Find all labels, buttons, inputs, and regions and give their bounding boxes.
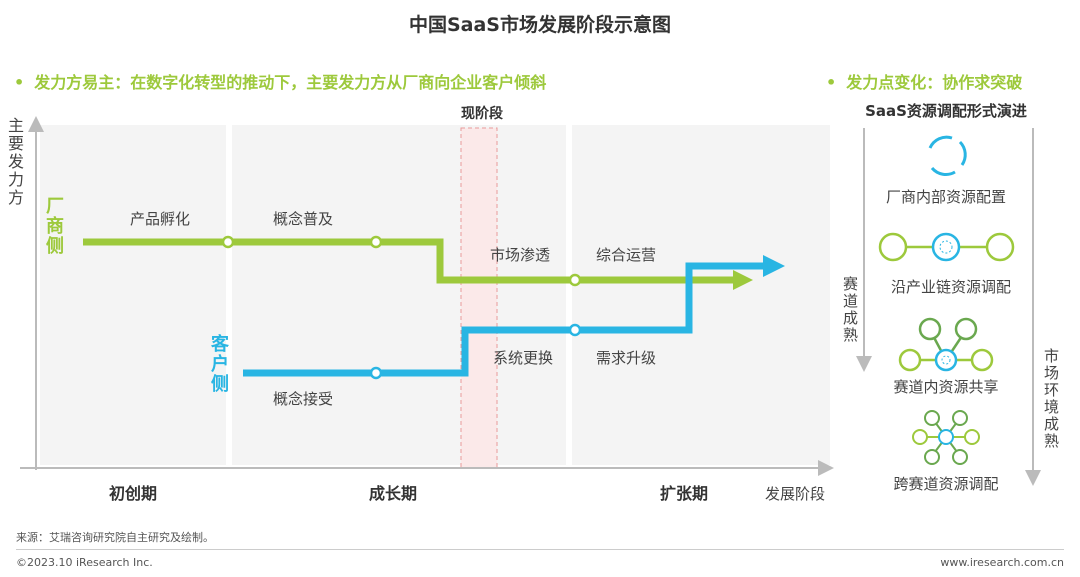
left-headline: • 发力方易主：在数字化转型的推动下，主要发力方从厂商向企业客户倾斜 — [14, 69, 546, 93]
copyright: ©2023.10 iResearch Inc. — [16, 556, 153, 569]
chain-icon — [878, 232, 1015, 262]
form-label: 沿产业链资源调配 — [891, 278, 1011, 296]
vendor-step-label: 产品孵化 — [130, 210, 190, 228]
source-note: 来源：艾瑞咨询研究院自主研究及绘制。 — [16, 531, 214, 544]
current-stage-box — [460, 127, 498, 469]
customer-side-label: 客户侧 — [208, 334, 229, 394]
customer-node — [568, 323, 582, 337]
customer-arrow-head — [763, 255, 785, 277]
vendor-step-label: 概念普及 — [273, 210, 333, 228]
phase-panel-startup — [40, 125, 226, 465]
form-label: 厂商内部资源配置 — [886, 188, 1006, 206]
form-label: 赛道内资源共享 — [893, 378, 998, 396]
cycle-icon — [928, 135, 967, 176]
customer-node — [369, 366, 383, 380]
page-title: 中国SaaS市场发展阶段示意图 — [408, 14, 671, 36]
form-label: 跨赛道资源调配 — [893, 475, 998, 493]
vendor-node — [369, 235, 383, 249]
customer-step-label: 概念接受 — [273, 390, 333, 408]
right-headline-text: 发力点变化：协作求突破 — [846, 73, 1023, 92]
vendor-arrow-head — [733, 270, 753, 290]
network-icon — [898, 317, 994, 372]
x-axis-label: 发展阶段 — [765, 485, 825, 503]
right-panel-title: SaaS资源调配形式演进 — [865, 102, 1027, 120]
customer-step-label: 系统更换 — [493, 349, 553, 367]
vendor-side-label: 厂商侧 — [43, 196, 64, 256]
vendor-line — [83, 238, 735, 284]
cluster-icon — [912, 410, 980, 465]
vendor-node — [221, 235, 235, 249]
y-axis-label: 主要发力方 — [5, 117, 24, 207]
customer-step-label: 需求升级 — [596, 349, 656, 367]
phase-label: 成长期 — [369, 484, 417, 503]
phase-panel-expansion — [572, 125, 830, 465]
phase-label: 初创期 — [109, 484, 157, 503]
vendor-step-label: 市场渗透 — [490, 246, 550, 264]
track-maturity-label: 赛道成熟 — [841, 276, 859, 344]
bullet: • — [826, 73, 837, 92]
vendor-node — [568, 273, 582, 287]
website-link[interactable]: www.iresearch.com.cn — [940, 556, 1064, 569]
market-maturity-label: 市场环境成熟 — [1042, 348, 1060, 450]
vendor-step-label: 综合运营 — [596, 246, 656, 264]
current-stage-label: 现阶段 — [461, 105, 503, 122]
bullet: • — [14, 73, 25, 92]
phase-panel-growth — [232, 125, 566, 465]
footer-divider — [16, 549, 1064, 550]
phase-label: 扩张期 — [660, 484, 708, 503]
left-headline-text: 发力方易主：在数字化转型的推动下，主要发力方从厂商向企业客户倾斜 — [34, 73, 547, 92]
right-headline: • 发力点变化：协作求突破 — [826, 69, 1022, 93]
